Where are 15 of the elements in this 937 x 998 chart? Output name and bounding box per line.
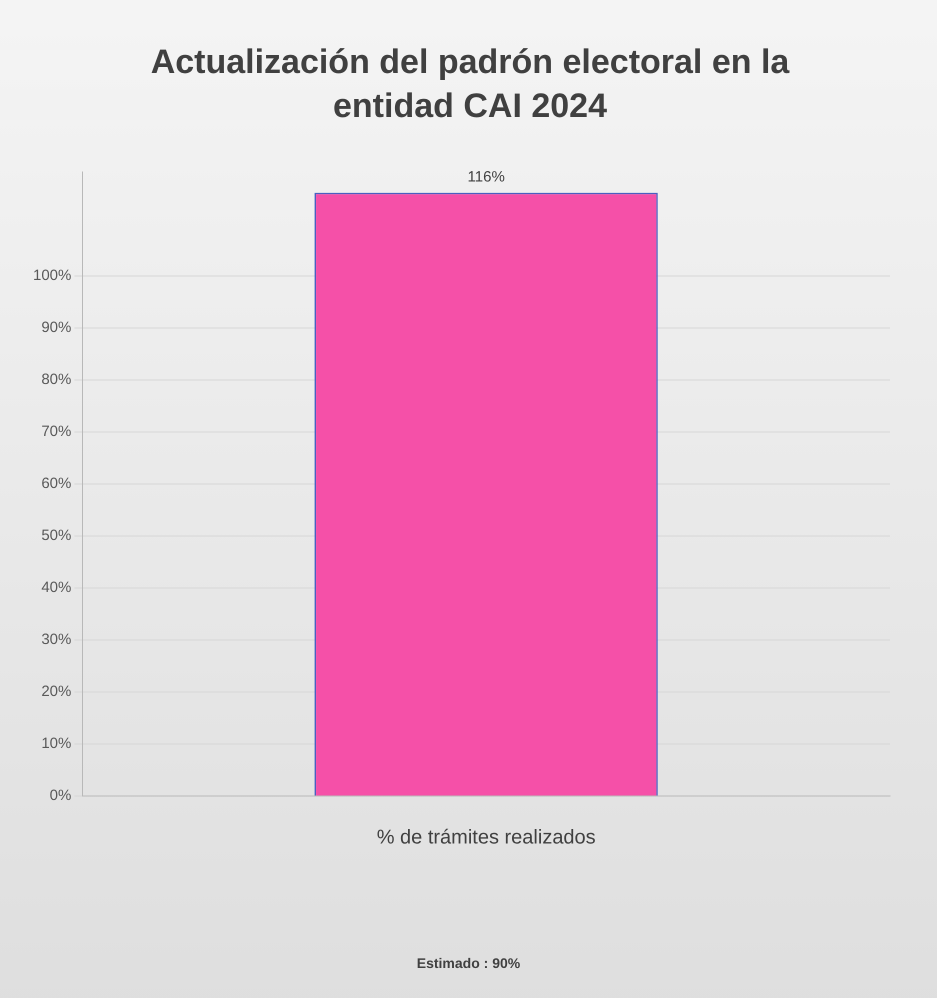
y-tick-label: 60% [41, 475, 72, 492]
text: Estimado : 90% [416, 955, 522, 971]
data-label: 116% [468, 168, 505, 186]
chart-title: Actualización del padrón electoral en la entidad CAI 2024 [150, 42, 790, 127]
y-tick-label: 100% [32, 267, 72, 284]
y-tick-label: 50% [41, 527, 72, 544]
y-tick-label: 80% [41, 371, 72, 388]
y-tick-label: 20% [41, 683, 72, 700]
y-tick-label: 30% [41, 631, 72, 648]
y-tick-label: 70% [41, 423, 72, 440]
y-tick-label: 0% [50, 787, 72, 804]
x-tick-label: % de trámites realizados [376, 826, 596, 849]
y-tick-label: 90% [41, 319, 72, 336]
y-tick-label: 10% [41, 735, 72, 752]
y-tick-label: 40% [41, 579, 72, 596]
